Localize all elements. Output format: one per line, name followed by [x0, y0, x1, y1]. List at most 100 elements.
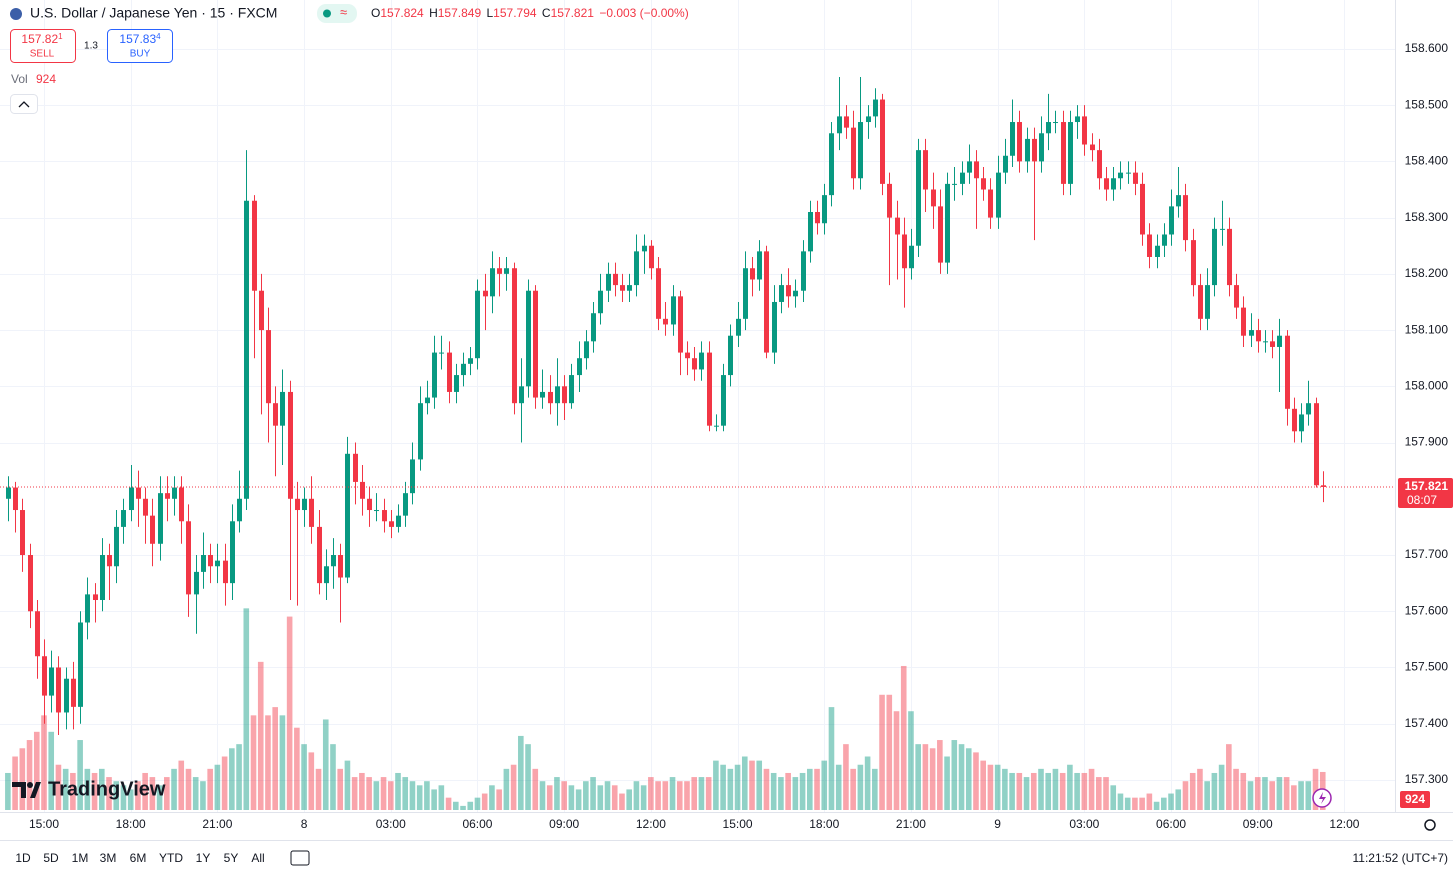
- volume-bar: [1305, 781, 1312, 810]
- candle-body: [887, 183, 892, 218]
- volume-bar: [886, 694, 893, 810]
- ohlc-value: 157.821: [551, 6, 595, 20]
- sell-price-main: 157.82: [21, 32, 58, 46]
- volume-bar: [409, 781, 416, 810]
- range-button[interactable]: 3M: [100, 851, 117, 865]
- settings-button[interactable]: [1424, 819, 1436, 831]
- sell-button[interactable]: [10, 29, 76, 63]
- candle-body: [866, 116, 871, 123]
- range-button[interactable]: 6M: [130, 851, 147, 865]
- collapse-icon: [18, 101, 30, 108]
- volume-bar: [532, 768, 539, 810]
- volume-bar: [864, 756, 871, 810]
- volume-bar: [1218, 764, 1225, 810]
- volume-bar: [496, 789, 502, 810]
- candle-body: [439, 352, 444, 354]
- volume-bar: [676, 781, 683, 810]
- candle-body: [150, 515, 155, 544]
- volume-bar: [1139, 797, 1145, 810]
- candle-body: [1039, 133, 1044, 162]
- volume-bar: [1240, 772, 1247, 810]
- candle-body: [1321, 485, 1326, 487]
- volume-bar: [619, 793, 625, 810]
- volume-bar: [734, 764, 741, 810]
- candle-body: [1155, 245, 1160, 257]
- volume-bar: [640, 785, 647, 810]
- candle-body: [699, 352, 704, 370]
- candle-body: [562, 386, 567, 404]
- ohlc-label: O: [371, 6, 380, 20]
- volume-bar: [294, 727, 300, 810]
- collapse-button[interactable]: [10, 94, 38, 114]
- candle-body: [663, 318, 668, 325]
- candle-body: [728, 335, 733, 376]
- volume-bar: [1146, 793, 1153, 810]
- volume-bar: [1153, 801, 1160, 810]
- volume-bar: [843, 744, 849, 810]
- range-button[interactable]: 5Y: [224, 851, 239, 865]
- date-range-button[interactable]: [290, 850, 310, 866]
- volume-bar: [460, 805, 466, 810]
- volume-bar: [330, 744, 336, 810]
- range-button[interactable]: 1Y: [196, 851, 211, 865]
- x-tick-label: 15:00: [29, 817, 59, 831]
- volume-bar: [178, 760, 185, 810]
- candle-body: [1212, 228, 1217, 286]
- candle-body: [642, 245, 647, 252]
- candle-body: [259, 290, 264, 331]
- x-tick-label: 18:00: [116, 817, 146, 831]
- range-button[interactable]: 1D: [15, 851, 31, 865]
- volume-bar: [655, 781, 661, 810]
- volume-bar: [1045, 772, 1052, 810]
- candle-body: [880, 99, 885, 184]
- candle-body: [577, 358, 582, 376]
- candle-body: [1140, 183, 1145, 235]
- range-button[interactable]: All: [251, 851, 264, 865]
- buy-button[interactable]: [107, 29, 173, 63]
- y-tick-label: 158.300: [1405, 210, 1449, 224]
- candle-body: [779, 285, 784, 302]
- candle-body: [512, 268, 517, 404]
- candle-body: [396, 515, 401, 527]
- range-button[interactable]: YTD: [159, 851, 183, 865]
- volume-bar: [1009, 772, 1015, 810]
- range-button[interactable]: 5D: [43, 851, 59, 865]
- volume-bar: [373, 781, 380, 810]
- market-badge[interactable]: [317, 4, 357, 23]
- volume-bar: [1182, 781, 1189, 810]
- candle-body: [923, 150, 928, 190]
- volume-bar: [893, 711, 900, 810]
- volume-bar: [5, 772, 11, 810]
- candle-body: [367, 498, 372, 511]
- change: −0.003 (−0.00%): [599, 6, 688, 20]
- volume-bar: [337, 768, 344, 810]
- volume-bar: [1059, 772, 1066, 810]
- candle-body: [42, 656, 47, 696]
- volume-bar: [1038, 768, 1044, 810]
- candle-body: [606, 273, 611, 291]
- volume-bar: [1168, 793, 1174, 810]
- range-button[interactable]: 1M: [72, 851, 89, 865]
- candle-body: [158, 493, 163, 544]
- candle-body: [93, 594, 98, 601]
- ohlc-legend: O157.824 H157.849 L157.794 C157.821 −0.0…: [371, 6, 689, 20]
- candle-body: [1097, 150, 1102, 179]
- volume-bar: [424, 781, 430, 810]
- candle-body: [555, 386, 560, 404]
- candle-body: [302, 498, 307, 511]
- candle-body: [1285, 335, 1290, 409]
- candle-body: [569, 375, 574, 404]
- volume-bar: [1161, 797, 1167, 810]
- volume-bar: [727, 768, 734, 810]
- volume-bar: [229, 748, 235, 810]
- volume-bar: [221, 756, 228, 810]
- candle-body: [1234, 285, 1239, 308]
- candle-body: [649, 245, 654, 269]
- candle-body: [967, 161, 972, 173]
- candle-body: [714, 425, 719, 427]
- volume-bar: [395, 772, 401, 810]
- candle-body: [974, 161, 979, 179]
- candle-body: [671, 296, 676, 325]
- candle-body: [85, 594, 90, 623]
- y-tick-label: 158.000: [1405, 378, 1449, 392]
